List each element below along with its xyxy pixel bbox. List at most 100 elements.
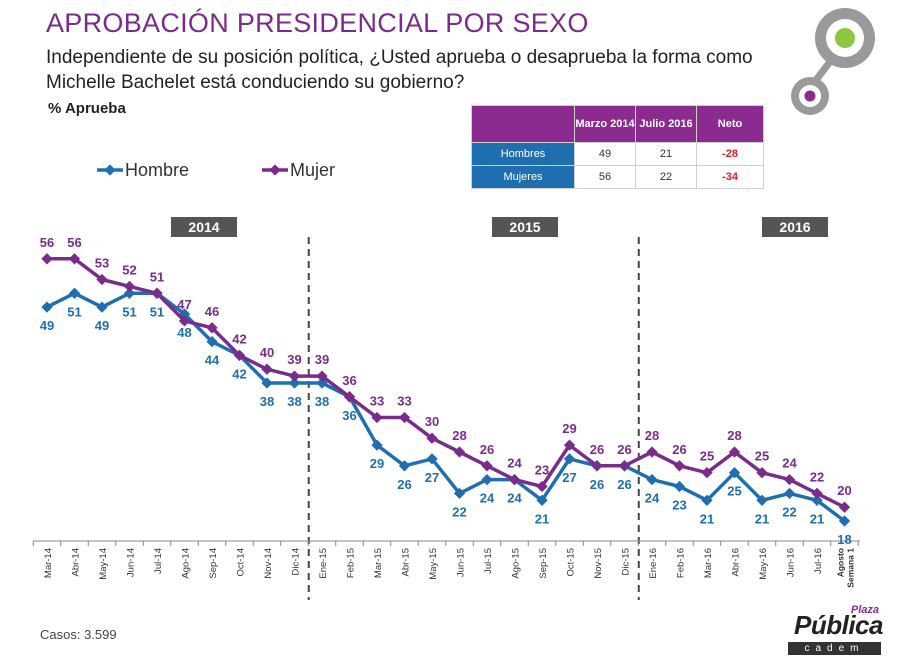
summary-table: Marzo 2014 Julio 2016 Neto Hombres 49 21… (471, 105, 764, 189)
x-tick-label: Mar-15 (373, 548, 384, 578)
data-label-hombre: 24 (645, 491, 660, 506)
x-tick-label: Jul-14 (153, 548, 164, 574)
brand-rings-logo (791, 8, 875, 115)
summary-row-mujeres: Mujeres 56 22 -34 (471, 165, 764, 189)
data-label-mujer: 26 (480, 442, 494, 457)
x-tick-label: Ene-16 (648, 548, 659, 579)
plaza-publica-cadem-logo: Plaza Pública cadem (788, 604, 883, 656)
data-label-hombre: 21 (700, 511, 714, 526)
year-label: 2014 (188, 219, 219, 235)
data-label-hombre: 24 (507, 491, 522, 506)
summary-header-blank (471, 105, 575, 143)
x-tick-label: AgostoSemana 1 (836, 548, 856, 588)
data-point-mujer (783, 473, 796, 486)
data-label-hombre: 21 (755, 511, 769, 526)
data-point-mujer (178, 315, 191, 327)
data-label-mujer: 36 (342, 373, 356, 388)
data-point-hombre (261, 377, 273, 389)
data-label-hombre: 51 (122, 304, 136, 319)
brand-cadem: cadem (788, 642, 881, 655)
data-label-hombre: 25 (727, 484, 741, 499)
data-label-hombre: 42 (232, 366, 246, 381)
x-tick-label: Abr-15 (401, 548, 412, 577)
data-point-hombre (701, 494, 713, 506)
data-label-mujer: 23 (535, 463, 549, 478)
data-label-mujer: 24 (507, 456, 522, 471)
data-label-mujer: 56 (40, 235, 54, 250)
summary-cell-jul2016: 21 (635, 142, 697, 166)
data-label-mujer: 26 (617, 442, 631, 457)
data-label-mujer: 24 (782, 456, 797, 471)
x-tick-label: Jun-15 (456, 548, 467, 577)
summary-cell-neto: -34 (696, 165, 764, 189)
data-point-mujer (701, 467, 713, 479)
summary-cell-neto: -28 (696, 142, 764, 166)
data-point-hombre (453, 487, 466, 500)
data-label-hombre: 49 (40, 318, 54, 333)
data-label-hombre: 51 (67, 304, 81, 319)
data-point-mujer (838, 501, 851, 513)
x-tick-label: Sep-15 (538, 548, 549, 579)
data-point-mujer (316, 370, 328, 382)
data-point-hombre (728, 467, 741, 479)
data-label-mujer: 51 (150, 269, 164, 284)
cases-footnote: Casos: 3.599 (40, 627, 117, 642)
data-label-mujer: 29 (562, 421, 576, 436)
data-point-mujer (728, 446, 741, 458)
data-point-hombre (536, 494, 548, 506)
data-point-hombre (563, 453, 576, 465)
data-label-mujer: 39 (315, 352, 329, 367)
data-label-mujer: 33 (397, 394, 411, 409)
data-label-hombre: 22 (782, 504, 796, 519)
x-tick-label: Dic-15 (621, 548, 632, 575)
data-point-hombre (426, 453, 438, 465)
data-point-mujer (756, 467, 768, 479)
data-point-hombre (206, 335, 218, 348)
data-label-hombre: 38 (315, 394, 329, 409)
data-point-mujer (536, 480, 548, 493)
x-tick-label: May-15 (428, 548, 439, 580)
data-label-hombre: 44 (205, 353, 220, 368)
data-label-hombre: 38 (260, 394, 274, 409)
legend-label: Hombre (125, 160, 189, 180)
data-label-mujer: 25 (700, 449, 714, 464)
year-label: 2015 (509, 219, 540, 235)
data-point-hombre (371, 439, 383, 451)
summary-row-label: Mujeres (471, 165, 575, 189)
data-label-hombre: 26 (590, 477, 604, 492)
data-point-hombre (783, 487, 796, 500)
x-tick-label: Ago-14 (181, 548, 192, 579)
data-label-hombre: 24 (480, 491, 495, 506)
data-point-hombre (288, 377, 301, 389)
x-tick-label: Sep-14 (208, 548, 219, 579)
data-label-mujer: 56 (67, 235, 81, 250)
brand-publica: Pública (794, 610, 883, 640)
data-label-hombre: 38 (287, 394, 301, 409)
data-label-mujer: 40 (260, 345, 274, 360)
series-line-hombre (46, 291, 846, 523)
data-point-mujer (233, 349, 246, 362)
data-label-mujer: 28 (645, 428, 659, 443)
data-point-mujer (811, 487, 823, 500)
data-label-mujer: 46 (205, 304, 219, 319)
year-box (171, 217, 237, 237)
x-tick-label: Mar-14 (43, 548, 54, 578)
data-point-mujer (206, 322, 218, 334)
data-point-hombre (756, 494, 768, 506)
data-label-hombre: 27 (425, 470, 439, 485)
data-point-mujer (673, 460, 686, 472)
data-label-mujer: 28 (727, 428, 741, 443)
data-label-hombre: 23 (672, 498, 686, 513)
data-point-mujer (288, 370, 301, 382)
data-point-hombre (68, 287, 81, 299)
data-label-mujer: 20 (837, 483, 851, 498)
data-point-mujer (646, 446, 658, 458)
data-label-mujer: 25 (755, 449, 769, 464)
data-label-mujer: 28 (452, 428, 466, 443)
x-tick-label: Feb-16 (676, 548, 687, 578)
data-point-mujer (343, 391, 356, 403)
year-box (762, 217, 828, 237)
data-point-mujer (398, 411, 411, 424)
summary-header-jul2016: Julio 2016 (635, 105, 697, 143)
data-label-hombre: 48 (177, 325, 191, 340)
